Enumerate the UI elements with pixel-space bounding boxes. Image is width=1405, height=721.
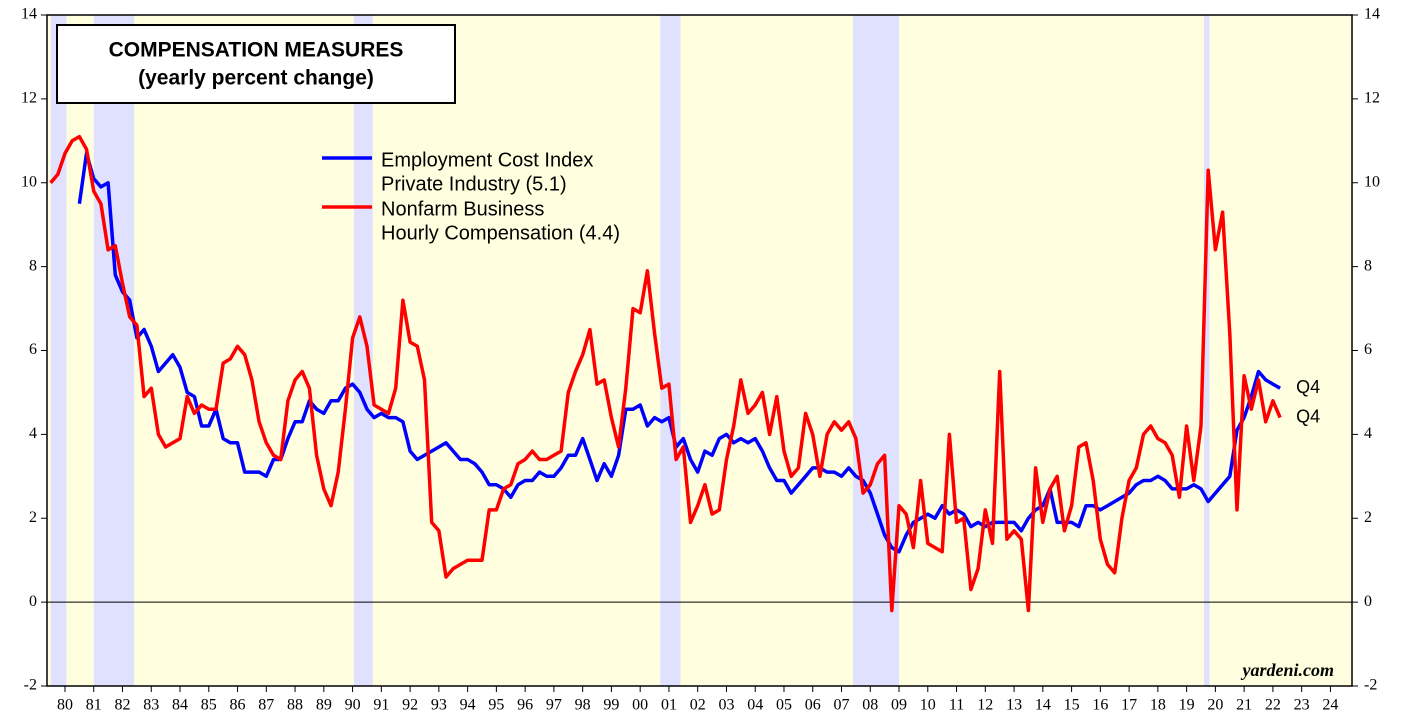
recession-band: [50, 15, 67, 686]
y-tick-label: 4: [29, 425, 37, 442]
x-tick-label: 92: [402, 697, 418, 714]
x-tick-label: 02: [690, 697, 706, 714]
x-tick-label: 08: [862, 697, 878, 714]
y2-tick-label: 8: [1364, 257, 1372, 274]
recession-band: [93, 15, 134, 686]
y-tick-label: 12: [21, 90, 37, 107]
x-tick-label: 96: [517, 697, 533, 714]
recession-band: [1203, 15, 1210, 686]
legend-label: Hourly Compensation (4.4): [381, 222, 620, 244]
end-label: Q4: [1296, 377, 1320, 397]
x-tick-label: 20: [1207, 697, 1223, 714]
y2-tick-label: 2: [1364, 509, 1372, 526]
legend-label: Private Industry (5.1): [381, 173, 567, 195]
y2-tick-label: 14: [1364, 6, 1380, 23]
y2-tick-label: 6: [1364, 341, 1372, 358]
y2-tick-label: -2: [1364, 677, 1377, 694]
x-tick-label: 09: [891, 697, 907, 714]
x-tick-label: 99: [603, 697, 619, 714]
x-tick-label: 11: [949, 697, 964, 714]
x-tick-label: 95: [488, 697, 504, 714]
x-tick-label: 18: [1150, 697, 1166, 714]
y2-tick-label: 4: [1364, 425, 1372, 442]
x-tick-label: 91: [373, 697, 389, 714]
x-tick-label: 07: [834, 697, 850, 714]
x-tick-label: 88: [287, 697, 303, 714]
y2-tick-label: 0: [1364, 593, 1372, 610]
x-tick-label: 89: [316, 697, 332, 714]
x-tick-label: 17: [1121, 697, 1137, 714]
x-tick-label: 80: [57, 697, 73, 714]
y-tick-label: -2: [24, 677, 37, 694]
recession-band: [354, 15, 373, 686]
x-tick-label: 84: [172, 697, 188, 714]
x-tick-label: 01: [661, 697, 677, 714]
end-label: Q4: [1296, 406, 1320, 426]
x-tick-label: 12: [977, 697, 993, 714]
series-line: [49, 134, 1282, 613]
x-tick-label: 86: [230, 697, 246, 714]
x-tick-label: 04: [747, 697, 763, 714]
x-tick-label: 22: [1265, 697, 1281, 714]
y-tick-label: 14: [21, 6, 37, 23]
source: yardeni.com: [1241, 660, 1335, 680]
chart-title: COMPENSATION MEASURES: [109, 39, 404, 62]
x-tick-label: 94: [460, 697, 476, 714]
x-tick-label: 85: [201, 697, 217, 714]
recession-band: [660, 15, 681, 686]
x-tick-label: 05: [776, 697, 792, 714]
x-tick-label: 23: [1294, 697, 1310, 714]
y2-tick-label: 12: [1364, 90, 1380, 107]
x-tick-label: 24: [1322, 697, 1338, 714]
x-tick-label: 98: [575, 697, 591, 714]
y-tick-label: 8: [29, 257, 37, 274]
x-tick-label: 87: [258, 697, 274, 714]
x-tick-label: 90: [345, 697, 361, 714]
plot-frame: [46, 14, 1353, 687]
y-tick-label: 0: [29, 593, 37, 610]
x-tick-label: 93: [431, 697, 447, 714]
x-tick-label: 03: [718, 697, 734, 714]
x-tick-label: 06: [805, 697, 821, 714]
x-tick-label: 14: [1035, 697, 1051, 714]
legend-label: Nonfarm Business: [381, 198, 544, 220]
x-tick-label: 19: [1179, 697, 1195, 714]
legend-label: Employment Cost Index: [381, 149, 593, 171]
plot-area: [47, 15, 1352, 686]
y-tick-label: 2: [29, 509, 37, 526]
y-tick-label: 6: [29, 341, 37, 358]
x-tick-label: 15: [1064, 697, 1080, 714]
x-tick-label: 13: [1006, 697, 1022, 714]
y-tick-label: 10: [21, 173, 37, 190]
x-tick-label: 81: [86, 697, 102, 714]
x-tick-label: 97: [546, 697, 562, 714]
chart-subtitle: (yearly percent change): [138, 67, 374, 90]
x-tick-label: 21: [1236, 697, 1252, 714]
x-tick-label: 10: [920, 697, 936, 714]
title-box: [56, 24, 456, 104]
x-tick-label: 16: [1092, 697, 1108, 714]
x-tick-label: 82: [114, 697, 130, 714]
x-tick-label: 83: [143, 697, 159, 714]
x-tick-label: 00: [632, 697, 648, 714]
y2-tick-label: 10: [1364, 173, 1380, 190]
